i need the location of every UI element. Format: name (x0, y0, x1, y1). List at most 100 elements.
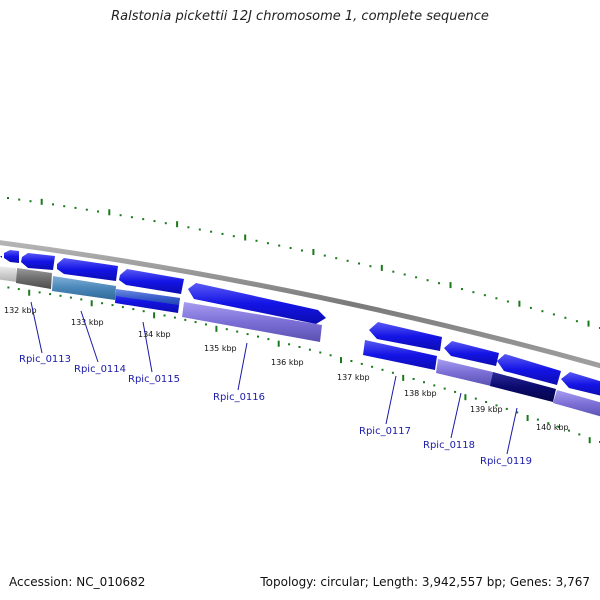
inner-minor-tick (423, 381, 425, 384)
inner-minor-tick (246, 333, 249, 336)
inner-minor-tick (536, 418, 539, 421)
inner-minor-tick (371, 365, 374, 368)
inner-minor-tick (194, 321, 197, 324)
tick-label: 138 kbp (404, 389, 437, 398)
feature-block (553, 390, 600, 417)
gene-leader-line (506, 407, 518, 455)
tick-label: 135 kbp (204, 344, 237, 353)
gene-label[interactable]: Rpic_0113 (19, 354, 71, 365)
gene-label[interactable]: Rpic_0119 (480, 456, 532, 467)
feature-block (436, 359, 493, 386)
outer-minor-tick (289, 247, 292, 249)
feature-arrow (444, 341, 499, 366)
inner-minor-tick (308, 348, 311, 351)
inner-minor-tick (132, 308, 135, 311)
inner-minor-tick (267, 338, 270, 341)
inner-minor-tick (173, 316, 176, 319)
outer-minor-tick (301, 249, 303, 252)
feature-arrow (0, 256, 2, 258)
outer-minor-tick (153, 220, 156, 223)
feature-arrow (561, 372, 600, 396)
inner-minor-tick (298, 346, 301, 348)
inner-minor-tick (381, 368, 384, 371)
feature-arrow (57, 258, 118, 281)
outer-minor-tick (232, 235, 235, 238)
outer-minor-tick (142, 218, 145, 221)
inner-minor-tick (578, 433, 581, 436)
inner-major-tick (153, 312, 156, 319)
outer-minor-tick (74, 206, 77, 209)
gene-label[interactable]: Rpic_0118 (423, 440, 475, 451)
inner-minor-tick (205, 323, 207, 326)
coordinate-ticks (7, 286, 600, 444)
outer-minor-tick (7, 197, 9, 199)
feature-arrow (4, 250, 19, 263)
outer-minor-tick (392, 270, 395, 273)
inner-major-tick (28, 289, 31, 296)
inner-minor-tick (360, 362, 363, 365)
chromosome-backbone (0, 240, 600, 369)
outer-minor-tick (198, 228, 201, 231)
gene-label[interactable]: Rpic_0116 (213, 392, 265, 403)
reverse-strand-features (0, 266, 600, 417)
feature-block (0, 266, 17, 282)
inner-minor-tick (505, 407, 508, 410)
inner-minor-tick (49, 293, 52, 296)
outer-major-tick (40, 198, 43, 205)
gene-label[interactable]: Rpic_0114 (74, 364, 126, 375)
feature-block (116, 289, 180, 305)
outer-minor-tick (255, 239, 258, 242)
tick-label: 132 kbp (4, 306, 37, 315)
outer-minor-tick (210, 230, 213, 233)
inner-minor-tick (516, 411, 519, 414)
inner-major-tick (90, 300, 93, 307)
feature-arrow (188, 283, 326, 324)
feature-arrow (369, 322, 442, 351)
inner-minor-tick (495, 404, 498, 407)
outer-minor-tick (483, 294, 486, 297)
inner-minor-tick (474, 397, 477, 400)
inner-minor-tick (319, 351, 322, 354)
gene-leader-line (237, 342, 248, 391)
outer-minor-tick (575, 320, 578, 323)
outer-major-tick (587, 320, 590, 327)
inner-major-tick (588, 437, 591, 444)
gene-label[interactable]: Rpic_0115 (128, 374, 180, 385)
feature-block (52, 276, 116, 300)
outer-minor-tick (552, 313, 555, 316)
gene-label[interactable]: Rpic_0117 (359, 426, 411, 437)
inner-major-tick (526, 415, 529, 421)
inner-major-tick (340, 357, 342, 364)
feature-block (363, 340, 437, 370)
topology-summary: Topology: circular; Length: 3,942,557 bp… (260, 575, 590, 589)
outer-major-tick (108, 209, 111, 216)
outer-minor-tick (119, 214, 122, 217)
outer-minor-tick (369, 265, 372, 268)
outer-minor-tick (278, 244, 281, 247)
outer-minor-tick (438, 282, 440, 285)
outer-major-tick (176, 221, 179, 228)
outer-major-tick (380, 264, 383, 271)
inner-minor-tick (101, 302, 104, 305)
outer-minor-tick (564, 316, 567, 319)
inner-minor-tick (80, 298, 83, 301)
outer-minor-tick (187, 226, 190, 229)
outer-minor-tick (323, 254, 326, 257)
forward-strand-features (0, 250, 600, 396)
inner-minor-tick (350, 360, 353, 362)
outer-minor-tick (426, 279, 429, 282)
outer-major-tick (518, 300, 521, 307)
inner-minor-tick (111, 304, 114, 307)
outer-minor-tick (52, 203, 54, 206)
outer-minor-tick (18, 198, 21, 201)
outer-dotted-ring (7, 197, 600, 329)
outer-major-tick (312, 249, 315, 255)
inner-minor-tick (7, 286, 10, 289)
outer-minor-tick (495, 297, 498, 300)
outer-minor-tick (221, 232, 224, 235)
gene-leader-line (30, 301, 43, 354)
gene-leader-line (450, 392, 462, 439)
outer-major-tick (244, 234, 247, 241)
inner-minor-tick (17, 288, 20, 291)
